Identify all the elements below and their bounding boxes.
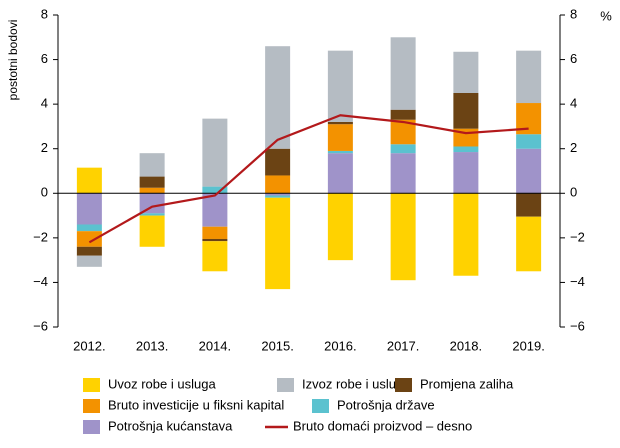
bar-segment	[139, 193, 165, 214]
bar-segment	[516, 148, 542, 194]
bar-segment	[202, 241, 228, 272]
y2-tick-label: 2	[570, 140, 577, 155]
x-tick-label: 2014.	[199, 338, 232, 353]
y2-tick-label: −6	[570, 318, 585, 333]
y2-tick-label: 6	[570, 51, 577, 66]
legend-label: Bruto investicije u fiksni kapital	[108, 397, 284, 412]
y-tick-label: 0	[41, 185, 48, 200]
y-tick-label: 2	[41, 140, 48, 155]
legend-label: Potrošnja države	[337, 397, 435, 412]
bar-segment	[76, 255, 102, 267]
bar-segment	[327, 50, 353, 122]
bar-segment	[265, 197, 291, 290]
x-tick-label: 2018.	[450, 338, 483, 353]
bar-segment	[202, 226, 228, 239]
bar-segment	[139, 187, 165, 194]
bar-segment	[202, 193, 228, 227]
bar-segment	[390, 153, 416, 194]
legend-label: Bruto domaći proizvod – desno	[293, 418, 472, 433]
legend-label: Izvoz robe i usluga	[302, 376, 411, 391]
legend-swatch	[83, 378, 100, 392]
y-axis-label: postotni bodovi	[6, 20, 20, 101]
bar-segment	[76, 167, 102, 194]
legend-label: Promjena zaliha	[420, 376, 514, 391]
y-tick-label: 8	[41, 6, 48, 21]
bar-segment	[265, 148, 291, 176]
bar-segment	[76, 231, 102, 247]
x-tick-label: 2012.	[73, 338, 106, 353]
legend-label: Uvoz robe i usluga	[108, 376, 216, 391]
bar-segment	[139, 176, 165, 188]
bar-segment	[516, 134, 542, 149]
bar-segment	[390, 37, 416, 110]
bar-segment	[327, 153, 353, 194]
legend-swatch	[277, 378, 294, 392]
y2-tick-label: −4	[570, 274, 585, 289]
bar-segment	[327, 150, 353, 154]
legend-swatch	[312, 399, 329, 413]
bar-segment	[327, 193, 353, 261]
legend-label: Potrošnja kućanstava	[108, 418, 233, 433]
x-tick-label: 2013.	[136, 338, 169, 353]
bar-segment	[453, 193, 479, 276]
bar-segment	[139, 153, 165, 177]
y2-tick-label: 0	[570, 185, 577, 200]
bar-segment	[202, 238, 228, 242]
bar-segment	[453, 93, 479, 129]
legend-swatch	[83, 399, 100, 413]
bar-segment	[202, 186, 228, 194]
bar-segment	[139, 215, 165, 247]
legend-swatch	[395, 378, 412, 392]
bar-segment	[265, 175, 291, 194]
bar-segment	[390, 193, 416, 281]
y-tick-label: 4	[41, 96, 48, 111]
legend-swatch	[83, 420, 100, 434]
bar-segment	[265, 193, 291, 196]
bar-segment	[327, 124, 353, 151]
x-tick-label: 2015.	[261, 338, 294, 353]
y2-tick-label: 8	[570, 6, 577, 21]
bar-segment	[390, 144, 416, 154]
bar-segment	[76, 246, 102, 256]
y-tick-label: −4	[33, 274, 48, 289]
bar-segment	[516, 216, 542, 272]
bar-segment	[202, 118, 228, 187]
x-tick-label: 2017.	[387, 338, 420, 353]
x-tick-label: 2019.	[512, 338, 545, 353]
bar-segment	[453, 152, 479, 194]
bar-segment	[76, 224, 102, 232]
bar-segment	[265, 46, 291, 149]
y2-tick-label: 4	[570, 96, 577, 111]
bar-segment	[265, 195, 291, 198]
x-tick-label: 2016.	[324, 338, 357, 353]
bar-segment	[76, 193, 102, 225]
y2-tick-label: −2	[570, 229, 585, 244]
bar-segment	[453, 146, 479, 153]
y-tick-label: 6	[41, 51, 48, 66]
y-tick-label: −6	[33, 318, 48, 333]
line-series	[88, 114, 529, 244]
y2-axis-label: %	[600, 8, 612, 23]
bar-segment	[453, 51, 479, 93]
bar-segment	[516, 50, 542, 104]
bar-segment	[516, 193, 542, 217]
bar-segment	[390, 109, 416, 120]
bar-segment	[327, 121, 353, 125]
y-tick-label: −2	[33, 229, 48, 244]
bar-segment	[139, 213, 165, 216]
